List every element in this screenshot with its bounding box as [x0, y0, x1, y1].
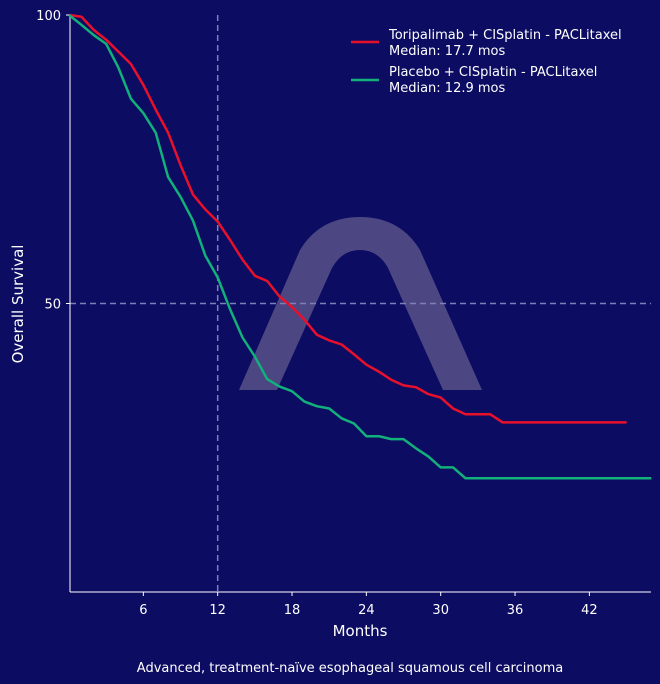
legend-median-placebo: Median: 12.9 mos — [389, 81, 505, 96]
x-tick-label: 36 — [507, 603, 524, 618]
x-tick-label: 24 — [358, 603, 375, 618]
y-tick-label: 100 — [36, 9, 61, 24]
x-tick-label: 18 — [284, 603, 301, 618]
y-tick-label: 50 — [44, 298, 61, 313]
chart-caption: Advanced, treatment-naïve esophageal squ… — [137, 661, 563, 676]
series-line-toripalimab — [68, 13, 627, 424]
series-line-placebo — [68, 14, 652, 480]
x-tick-label: 12 — [209, 603, 226, 618]
y-axis-label: Overall Survival — [9, 245, 27, 364]
legend-median-toripalimab: Median: 17.7 mos — [389, 44, 505, 59]
x-tick-label: 6 — [139, 603, 147, 618]
watermark-logo — [239, 217, 482, 390]
legend: Toripalimab + CISplatin - PACLitaxel Med… — [351, 28, 622, 96]
x-tick-label: 42 — [581, 603, 598, 618]
legend-label-toripalimab: Toripalimab + CISplatin - PACLitaxel — [388, 28, 622, 43]
x-axis-label: Months — [333, 622, 388, 640]
x-tick-label: 30 — [432, 603, 449, 618]
legend-label-placebo: Placebo + CISplatin - PACLitaxel — [389, 65, 597, 80]
